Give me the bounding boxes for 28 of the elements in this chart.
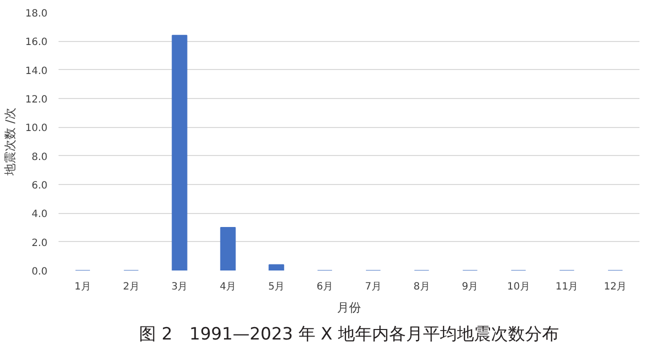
y-tick-label: 10.0 (25, 123, 48, 134)
x-tick-label: 10月 (507, 282, 530, 292)
y-tick-label: 8.0 (32, 152, 48, 163)
x-tick-label: 5月 (268, 282, 285, 292)
bar (220, 227, 236, 270)
y-axis-title: 地震次数 /次 (3, 108, 18, 176)
x-tick-label: 2月 (122, 282, 140, 292)
bar (172, 34, 188, 270)
x-tick-label: 9月 (462, 282, 478, 292)
x-tick-label: 8月 (413, 282, 430, 292)
x-axis-title: 月份 (337, 300, 361, 314)
y-tick-label: 16.0 (25, 37, 48, 48)
y-tick-label: 2.0 (32, 238, 48, 249)
x-tick-label: 12月 (604, 282, 627, 292)
bar (268, 264, 284, 270)
y-tick-label: 6.0 (32, 180, 48, 192)
caption: 图 2 1991—2023 年 X 地年内各月平均地震次数分布 (139, 324, 559, 344)
y-tick-label: 12.0 (25, 94, 48, 106)
x-tick-label: 4月 (220, 282, 236, 292)
y-tick-label: 0.0 (32, 266, 48, 278)
x-tick-label: 6月 (316, 282, 333, 292)
y-tick-label: 4.0 (32, 209, 48, 220)
x-tick-label: 7月 (365, 282, 382, 292)
y-tick-label: 18.0 (25, 8, 48, 20)
y-tick-label: 14.0 (25, 66, 48, 77)
x-tick-label: 11月 (556, 282, 578, 292)
x-tick-label: 1月 (74, 282, 91, 292)
x-tick-label: 3月 (171, 282, 188, 292)
